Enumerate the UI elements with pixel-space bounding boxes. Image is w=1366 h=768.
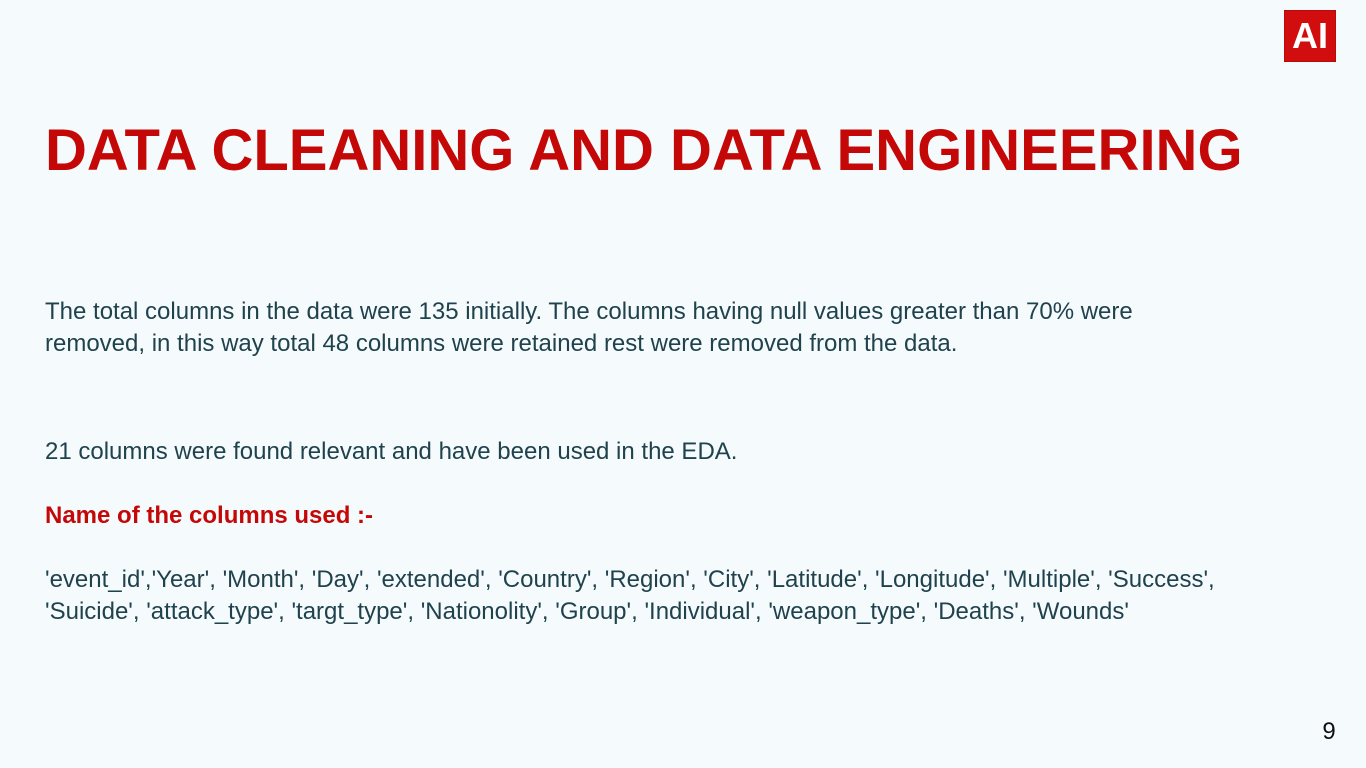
page-number: 9 (1322, 718, 1336, 745)
columns-used-list: 'event_id','Year', 'Month', 'Day', 'exte… (45, 566, 1215, 625)
relevant-columns-paragraph: 21 columns were found relevant and have … (45, 438, 738, 465)
columns-used-heading: Name of the columns used :- (45, 502, 374, 529)
ai-logo: AI (1284, 10, 1336, 62)
columns-summary-paragraph: The total columns in the data were 135 i… (45, 298, 1133, 357)
slide-title: DATA CLEANING AND DATA ENGINEERING (45, 118, 1243, 183)
